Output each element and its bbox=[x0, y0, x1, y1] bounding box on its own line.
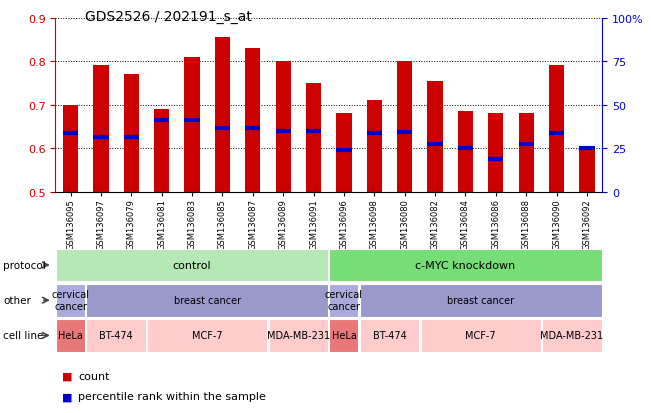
Bar bbox=[367, 101, 382, 192]
Text: MDA-MB-231: MDA-MB-231 bbox=[540, 330, 603, 341]
Text: MDA-MB-231: MDA-MB-231 bbox=[267, 330, 330, 341]
Text: control: control bbox=[173, 260, 212, 271]
Bar bbox=[93, 66, 109, 192]
Text: MCF-7: MCF-7 bbox=[465, 330, 496, 341]
Text: ■: ■ bbox=[62, 371, 72, 381]
Text: cervical
cancer: cervical cancer bbox=[51, 290, 90, 311]
Bar bbox=[124, 75, 139, 192]
Text: MCF-7: MCF-7 bbox=[192, 330, 223, 341]
Bar bbox=[275, 62, 291, 192]
Bar bbox=[428, 81, 443, 192]
Text: cell line: cell line bbox=[3, 330, 44, 341]
Bar bbox=[397, 62, 412, 192]
Bar bbox=[337, 114, 352, 192]
Bar bbox=[306, 83, 321, 192]
Text: BT-474: BT-474 bbox=[372, 330, 406, 341]
Text: HeLa: HeLa bbox=[331, 330, 356, 341]
Bar bbox=[184, 57, 200, 192]
Text: other: other bbox=[3, 295, 31, 306]
Bar bbox=[549, 66, 564, 192]
Text: ■: ■ bbox=[62, 392, 72, 401]
Text: breast cancer: breast cancer bbox=[174, 295, 241, 306]
Text: BT-474: BT-474 bbox=[99, 330, 133, 341]
Bar bbox=[488, 114, 503, 192]
Text: GDS2526 / 202191_s_at: GDS2526 / 202191_s_at bbox=[85, 10, 251, 24]
Bar bbox=[215, 38, 230, 192]
Text: c-MYC knockdown: c-MYC knockdown bbox=[415, 260, 516, 271]
Bar bbox=[458, 112, 473, 192]
Text: cervical
cancer: cervical cancer bbox=[325, 290, 363, 311]
Text: breast cancer: breast cancer bbox=[447, 295, 514, 306]
Bar bbox=[245, 49, 260, 192]
Bar bbox=[579, 149, 594, 192]
Bar bbox=[63, 105, 78, 192]
Bar bbox=[154, 109, 169, 192]
Text: HeLa: HeLa bbox=[58, 330, 83, 341]
Text: protocol: protocol bbox=[3, 260, 46, 271]
Text: percentile rank within the sample: percentile rank within the sample bbox=[78, 392, 266, 401]
Bar bbox=[519, 114, 534, 192]
Text: count: count bbox=[78, 371, 109, 381]
